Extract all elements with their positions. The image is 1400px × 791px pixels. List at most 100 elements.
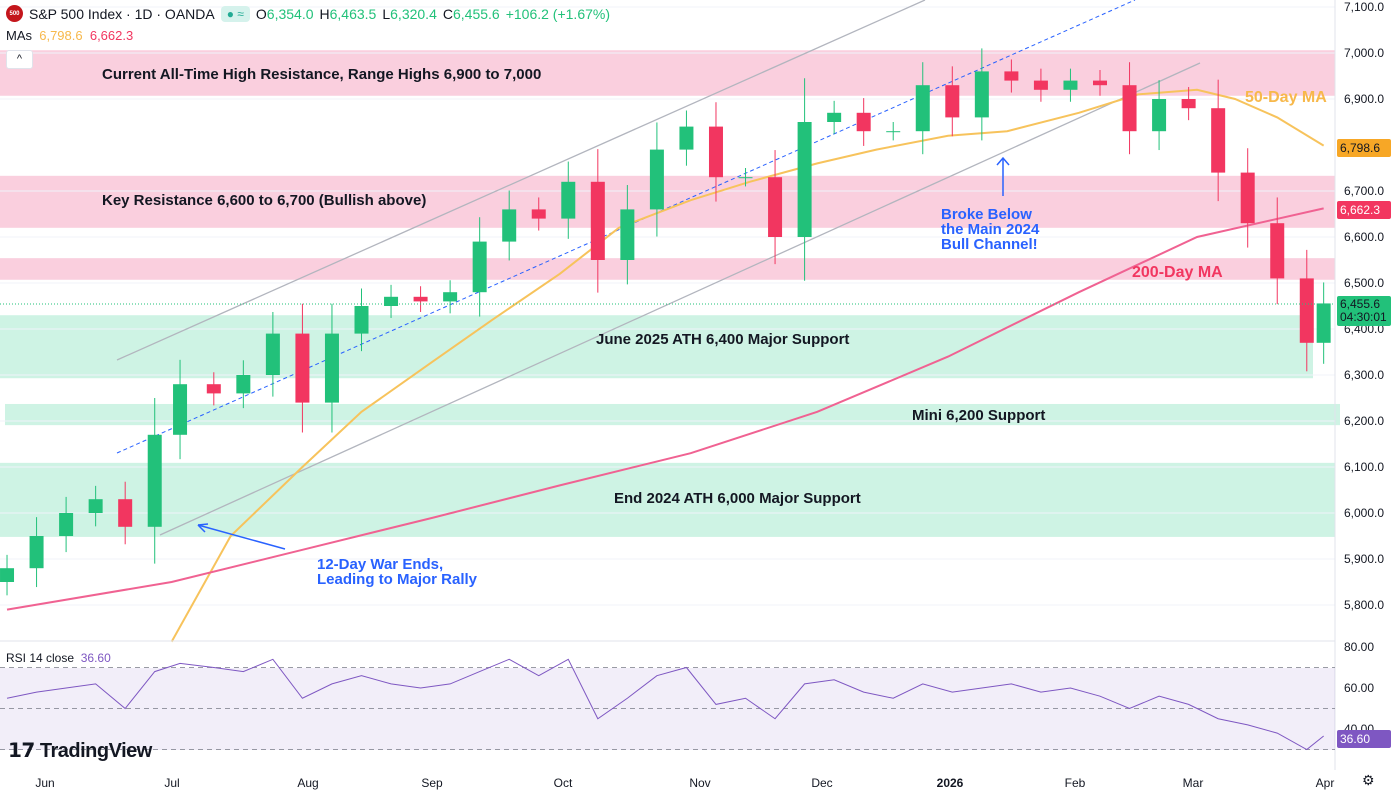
ma200-price-tag: 6,662.3 — [1337, 201, 1391, 219]
channel-midline[interactable] — [116, 0, 1136, 454]
war-line1: 12-Day War Ends, — [317, 556, 444, 573]
high-label: H — [319, 5, 330, 22]
channel-lower-line[interactable] — [159, 62, 1201, 536]
candle — [1004, 71, 1019, 81]
rsi-legend[interactable]: RSI 14 close 36.60 — [6, 651, 111, 665]
candle — [531, 209, 546, 219]
candle — [1299, 278, 1314, 343]
zone5-label[interactable]: End 2024 ATH 6,000 Major Support — [614, 490, 861, 507]
last-price: 6,455.6 — [1340, 297, 1381, 311]
time-tick: Apr — [1315, 776, 1335, 790]
candle — [443, 292, 458, 302]
candle — [1211, 108, 1226, 173]
last-price-tag: 6,455.6 04:30:01 — [1337, 296, 1391, 326]
candle — [502, 209, 517, 242]
candle — [915, 85, 930, 132]
candle — [118, 499, 133, 527]
tv-logo-icon: 𝟭𝟳 — [8, 740, 40, 762]
candle — [620, 209, 635, 260]
candle — [1152, 99, 1167, 132]
zone3-label[interactable]: June 2025 ATH 6,400 Major Support — [596, 331, 850, 348]
candle — [354, 306, 369, 334]
candle — [384, 296, 399, 306]
candle — [1316, 303, 1331, 343]
close-label: C — [442, 5, 453, 22]
time-tick: 2026 — [936, 776, 964, 790]
settings-gear-icon[interactable]: ⚙ — [1362, 772, 1375, 788]
zone4-label[interactable]: Mini 6,200 Support — [912, 407, 1046, 424]
candle — [236, 375, 251, 394]
candle — [649, 149, 664, 210]
tradingview-logo[interactable]: 𝟭𝟳 TradingView — [8, 738, 152, 763]
broke-line2: the Main 2024 — [941, 221, 1040, 238]
channel-upper-line[interactable] — [116, 0, 926, 361]
time-tick: Feb — [1064, 776, 1086, 790]
open-label: O — [255, 5, 267, 22]
symbol-header: 500 S&P 500 Index · 1D · OANDA ● ≈ O6,35… — [6, 5, 610, 22]
open-value: 6,354.0 — [266, 5, 314, 22]
mas-legend[interactable]: MAs 6,798.6 6,662.3 — [6, 28, 133, 43]
war-line2: Leading to Major Rally — [317, 571, 478, 588]
candle — [147, 434, 162, 527]
time-tick: Mar — [1182, 776, 1204, 790]
ma200-label[interactable]: 200-Day MA — [1132, 264, 1223, 281]
chevron-up-icon: ^ — [16, 53, 23, 65]
price-tick: 5,900.0 — [1344, 552, 1385, 566]
war-arrow — [197, 524, 286, 550]
candle — [1093, 80, 1107, 86]
change-value: +106.2 (+1.67%) — [505, 5, 610, 22]
zone1-label[interactable]: Current All-Time High Resistance, Range … — [102, 66, 542, 83]
candle — [827, 112, 842, 122]
candle — [561, 181, 576, 219]
candle — [88, 499, 103, 513]
zone2-label[interactable]: Key Resistance 6,600 to 6,700 (Bullish a… — [102, 192, 427, 209]
rsi-line[interactable] — [6, 658, 1324, 751]
candle — [1181, 99, 1196, 109]
price-tick: 6,300.0 — [1344, 368, 1385, 382]
candle — [590, 181, 605, 260]
rsi-label: RSI 14 close — [6, 651, 75, 665]
price-tick: 6,200.0 — [1344, 414, 1385, 428]
candle — [295, 333, 310, 403]
price-tick: 7,000.0 — [1344, 46, 1385, 60]
price-tick: 6,500.0 — [1344, 276, 1385, 290]
broke-annotation[interactable]: Broke Below the Main 2024 Bull Channel! — [941, 207, 1039, 252]
price-tick: 7,100.0 — [1344, 0, 1385, 14]
close-value: 6,455.6 — [452, 5, 500, 22]
war-annotation[interactable]: 12-Day War Ends, Leading to Major Rally — [317, 557, 477, 587]
candle — [1240, 172, 1255, 224]
candle — [265, 333, 280, 375]
mas-label: MAs — [6, 28, 32, 43]
rsi-value-tag: 36.60 — [1337, 730, 1391, 748]
broke-line1: Broke Below — [941, 206, 1032, 223]
candle — [324, 333, 339, 403]
candle — [1033, 80, 1048, 90]
candle — [413, 296, 428, 302]
rsi-tick: 60.00 — [1344, 681, 1375, 695]
candle — [1122, 85, 1137, 132]
ma50-label[interactable]: 50-Day MA — [1245, 89, 1327, 106]
collapse-legend-button[interactable]: ^ — [6, 50, 33, 69]
time-tick: Jun — [35, 776, 55, 790]
price-tick: 6,600.0 — [1344, 230, 1385, 244]
price-tick: 6,100.0 — [1344, 460, 1385, 474]
candle — [472, 241, 487, 293]
time-tick: Oct — [553, 776, 573, 790]
arrow-head-icon — [197, 523, 209, 533]
candle — [1063, 80, 1078, 90]
price-tick: 6,900.0 — [1344, 92, 1385, 106]
arrow-up-icon — [996, 156, 1010, 166]
symbol-title[interactable]: S&P 500 Index · 1D · OANDA — [29, 5, 215, 22]
price-tick: 6,000.0 — [1344, 506, 1385, 520]
candle — [768, 177, 783, 237]
time-tick: Jul — [164, 776, 180, 790]
low-label: L — [382, 5, 391, 22]
support-zone — [5, 403, 1340, 426]
rsi-tick: 80.00 — [1344, 640, 1375, 654]
low-value: 6,320.4 — [390, 5, 437, 22]
time-tick: Sep — [421, 776, 443, 790]
candle — [797, 122, 812, 237]
candle — [206, 384, 221, 394]
market-status-badge[interactable]: ● ≈ — [220, 5, 250, 22]
